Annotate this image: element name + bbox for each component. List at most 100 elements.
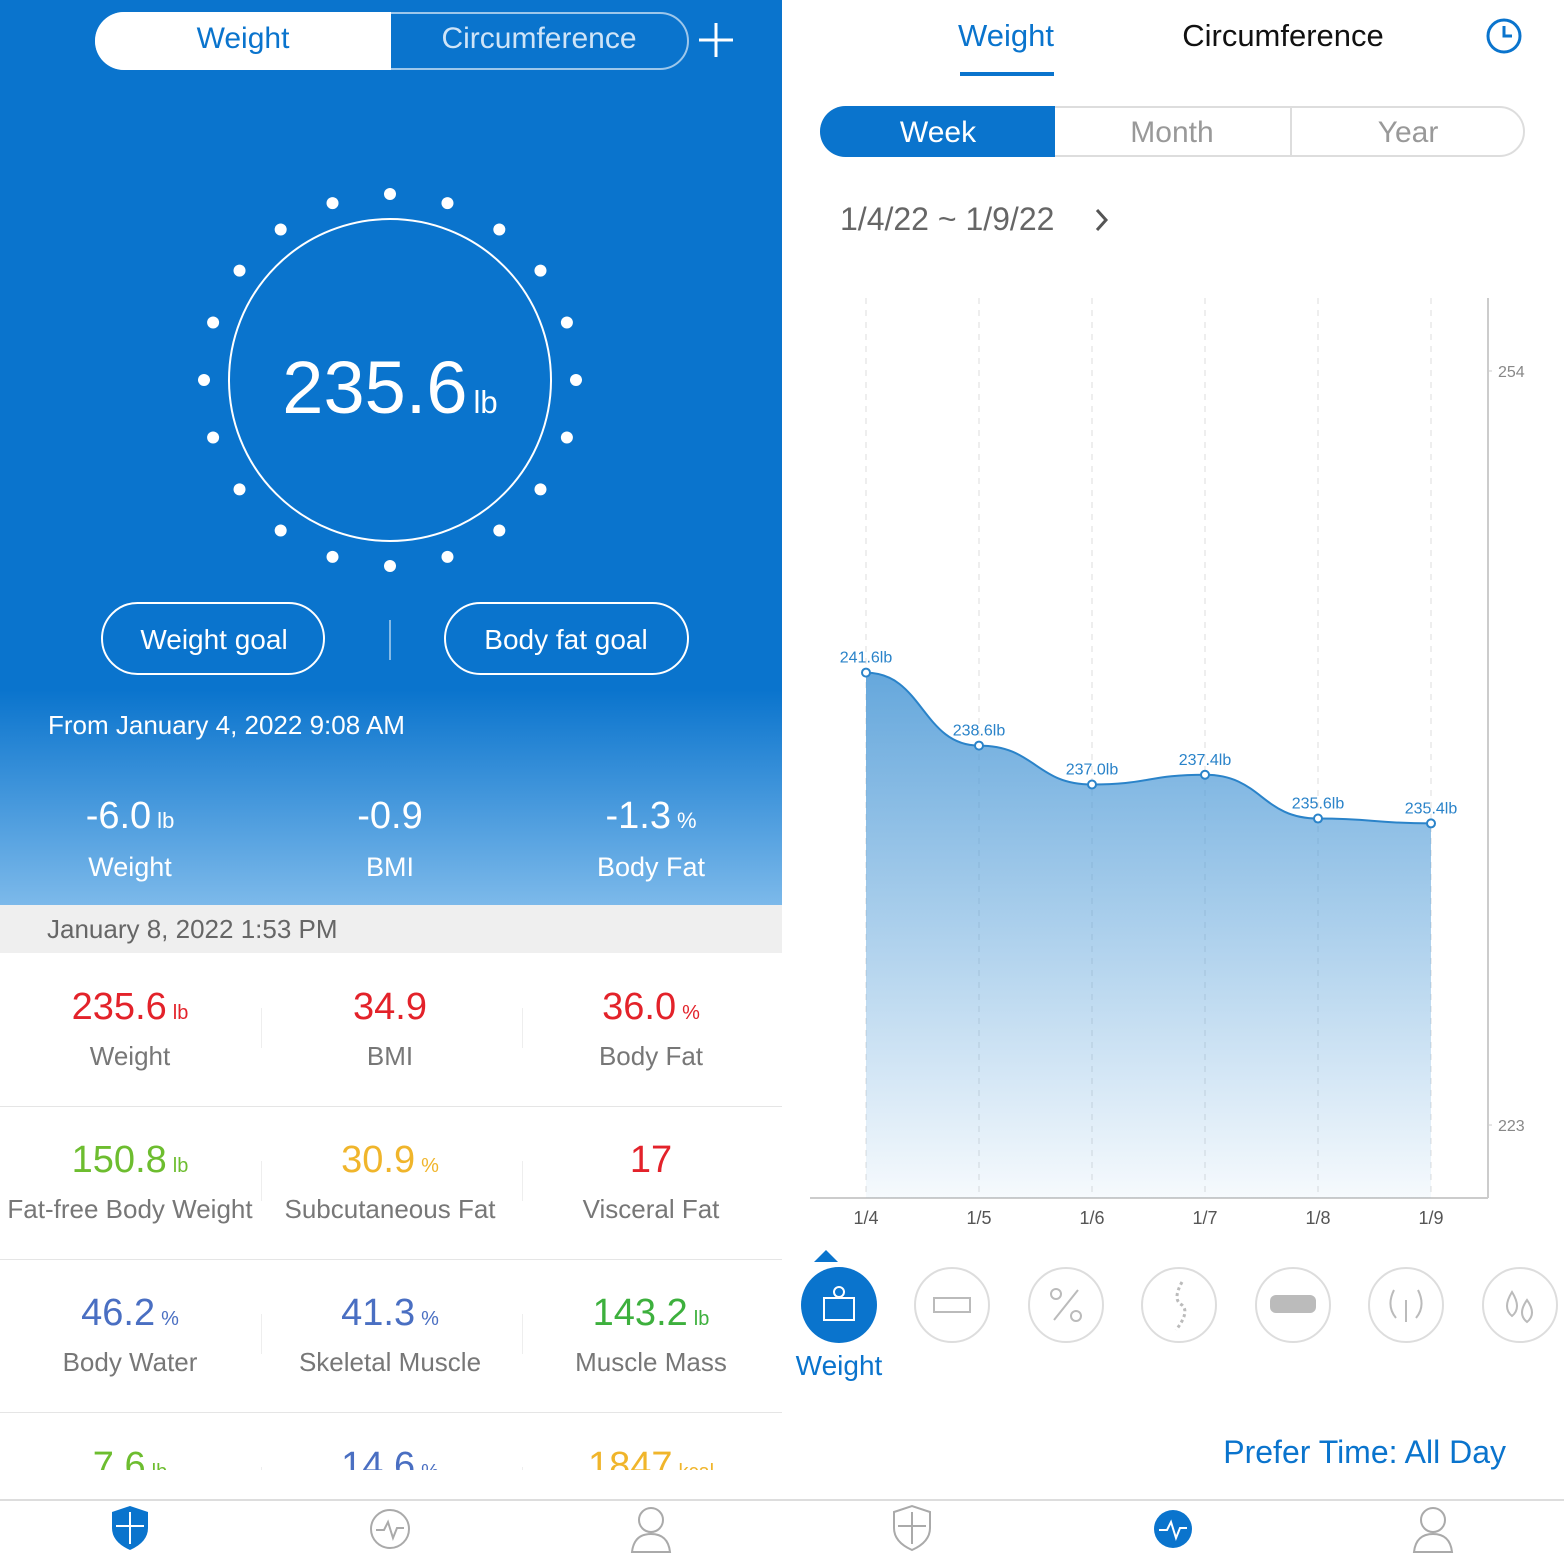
since-date: From January 4, 2022 9:08 AM [48,710,405,740]
point [861,667,871,678]
tab-selected[interactable] [95,12,391,70]
metric-label: Subcutaneous Fat [284,1194,496,1224]
unit: kcal [678,1461,714,1470]
unit: % [421,1155,439,1177]
separator [522,1161,523,1201]
change-value: -1.3% [605,795,696,838]
point [1313,813,1323,824]
dial-dot [560,316,573,329]
metric-icon[interactable] [914,1267,990,1343]
period[interactable]: Week [899,116,977,149]
metric-icon[interactable] [1255,1267,1331,1343]
add-button[interactable] [696,20,736,60]
nav-icon[interactable] [630,1507,672,1553]
goal-button[interactable] [101,602,325,675]
value-label: 238.6lb [953,723,1006,740]
separator [261,1314,262,1354]
dial-dot [493,524,506,537]
metric-label: Weight [795,1350,883,1381]
row-divider [0,1259,782,1260]
tab[interactable]: Weight [958,18,1054,53]
tab-underline [960,72,1054,76]
goal-label[interactable]: Body fat goal [484,624,648,655]
nav-icon[interactable] [1154,1510,1192,1548]
separator [261,1008,262,1048]
tab[interactable]: Circumference [441,22,637,55]
metric-label: Body Water [62,1347,198,1377]
separator [522,1467,523,1470]
metric-label: Muscle Mass [575,1347,727,1377]
value-label: 237.4lb [1179,752,1232,769]
change-label: Body Fat [596,852,706,882]
metric-icon[interactable] [1482,1267,1558,1343]
goal-button[interactable] [444,602,689,675]
area [866,672,1431,1198]
period[interactable]: Year [1377,116,1439,149]
tab[interactable]: Circumference [1182,18,1384,53]
metric-icon[interactable] [1141,1267,1217,1343]
history-button[interactable] [1484,16,1524,56]
next-arrow[interactable] [1092,206,1112,234]
prefer-time[interactable]: Prefer Time: All Day [1223,1434,1506,1470]
dial-dot [207,431,220,444]
metric-icon[interactable] [801,1267,877,1343]
metric-value: 46.2% [81,1292,179,1335]
unit: lb [152,1461,168,1470]
metric-value: 14.6% [341,1445,439,1470]
value-label: 235.4lb [1405,800,1458,817]
row-divider [0,1412,782,1413]
y-tick-label: 254 [1498,364,1525,381]
x-tick-label: 1/8 [1305,1208,1330,1228]
metric-value: 235.6 lb [72,986,189,1029]
unit: lb [157,808,175,833]
dial-dot [207,316,220,329]
value: -1.3 [605,795,671,837]
goal-label[interactable]: Weight goal [140,624,288,655]
point [974,740,984,751]
value: 17 [629,1139,673,1181]
dial-dot [326,197,339,210]
metrics-grid: 235.6 lb Weight 34.9 BMI 36.0% Body Fat 150.8 lb… [0,953,782,1470]
date-strip [0,905,782,953]
value: 30.9 [341,1139,416,1181]
metric-icons [801,1250,1558,1343]
value: -6.0 [85,795,152,837]
value-label: 241.6lb [840,650,893,667]
change-label: BMI [365,852,415,882]
current-weight: 235.6 lb [282,345,497,430]
value: -0.9 [357,795,423,837]
metric-label: Skeletal Muscle [298,1347,482,1377]
metric-label: Visceral Fat [582,1194,720,1224]
value-label: 235.6lb [1292,796,1345,813]
unit: lb [693,1308,710,1330]
unit: % [682,1002,700,1024]
metric-icon[interactable] [1028,1267,1104,1343]
unit: lb [473,385,498,420]
value: 1847 [587,1445,673,1470]
x-tick-label: 1/7 [1192,1208,1217,1228]
period[interactable]: Month [1130,116,1214,149]
nav-icon[interactable] [1412,1507,1454,1553]
unit: % [676,808,697,833]
nav-icon[interactable] [370,1509,410,1549]
separator [261,1467,262,1470]
metric-value: 36.0% [602,986,700,1029]
dial-dot [326,550,339,563]
dial-dot [384,188,396,200]
point [1200,769,1210,780]
value: 150.8 [71,1139,167,1181]
bottom-nav [0,1499,1564,1553]
metric-label: Weight [89,1041,171,1071]
period-selected[interactable] [820,106,1055,157]
metric-value: 143.2 lb [593,1292,710,1335]
dial-dot [233,264,246,277]
unit: lb [172,1002,189,1024]
unit: lb [172,1155,189,1177]
separator [389,620,391,660]
value: 41.3 [341,1292,416,1334]
tab[interactable]: Weight [196,22,290,55]
nav-icon[interactable] [893,1504,931,1552]
metric-icon[interactable] [1368,1267,1444,1343]
dial-dot [384,560,396,572]
